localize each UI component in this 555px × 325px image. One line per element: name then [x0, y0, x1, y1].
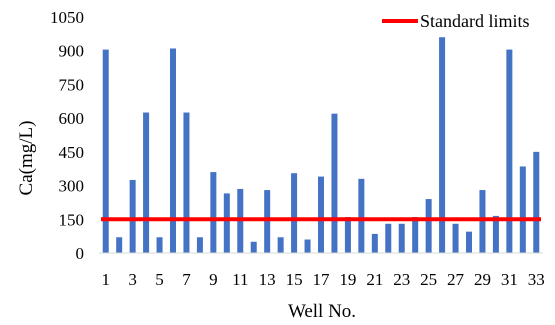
y-tick-label: 300 — [59, 177, 85, 196]
x-axis-ticks: 1 3 5 7 9 11 13 15 17 19 21 23 25 27 29 31 33 — [101, 270, 544, 289]
x-tick-label: 17 — [313, 270, 331, 289]
bar-well-14 — [277, 237, 284, 253]
x-tick-label: 15 — [286, 270, 303, 289]
y-tick-label: 450 — [59, 143, 85, 162]
x-tick-label: 19 — [339, 270, 356, 289]
bar-well-8 — [196, 237, 203, 253]
y-tick-label: 600 — [59, 109, 85, 128]
bar-well-9 — [210, 172, 217, 253]
x-tick-label: 27 — [447, 270, 465, 289]
bar-well-30 — [492, 215, 499, 253]
bar-well-16 — [304, 239, 311, 253]
bar-well-33 — [533, 151, 540, 253]
x-tick-label: 25 — [420, 270, 437, 289]
x-tick-label: 23 — [393, 270, 410, 289]
x-tick-label: 31 — [501, 270, 518, 289]
legend: Standard limits — [382, 11, 530, 31]
y-tick-label: 0 — [76, 244, 85, 263]
bar-well-27 — [452, 223, 459, 253]
bar-well-13 — [264, 190, 271, 253]
bar-well-29 — [479, 190, 486, 253]
y-tick-label: 900 — [59, 42, 85, 61]
x-tick-label: 9 — [209, 270, 218, 289]
bar-well-7 — [183, 112, 190, 254]
bar-well-19 — [344, 217, 351, 253]
x-tick-label: 21 — [366, 270, 383, 289]
bar-well-20 — [358, 178, 365, 253]
bar-well-15 — [291, 173, 298, 253]
bar-well-6 — [170, 48, 176, 253]
bar-well-1 — [102, 49, 109, 253]
bar-well-4 — [143, 112, 150, 254]
x-tick-label: 1 — [101, 270, 110, 289]
bar-well-12 — [250, 241, 257, 253]
x-axis-title: Well No. — [288, 301, 356, 322]
y-tick-label: 750 — [59, 75, 85, 94]
x-tick-label: 33 — [528, 270, 545, 289]
x-tick-label: 11 — [232, 270, 248, 289]
y-axis-ticks: 0 150 300 450 600 750 900 1050 — [50, 8, 84, 263]
bar-well-24 — [412, 217, 419, 253]
bar-well-18 — [331, 113, 338, 254]
x-tick-label: 5 — [155, 270, 164, 289]
bar-well-31 — [506, 49, 513, 253]
bars — [102, 37, 540, 254]
bar-well-10 — [223, 193, 230, 253]
y-axis-title: Ca(mg/L) — [16, 121, 37, 196]
bar-well-5 — [156, 237, 163, 253]
bar-well-17 — [318, 176, 324, 253]
legend-label-standard-limits: Standard limits — [420, 11, 530, 31]
bar-well-28 — [466, 231, 472, 253]
x-tick-label: 29 — [474, 270, 491, 289]
bar-well-21 — [371, 233, 378, 253]
bar-well-23 — [398, 223, 405, 253]
bar-well-26 — [439, 37, 446, 253]
bar-well-32 — [519, 166, 526, 253]
bar-well-2 — [116, 237, 123, 253]
bar-well-3 — [129, 179, 136, 253]
x-tick-label: 3 — [128, 270, 137, 289]
y-tick-label: 1050 — [50, 8, 84, 27]
y-tick-label: 150 — [59, 210, 85, 229]
bar-well-25 — [425, 199, 432, 253]
bar-well-22 — [385, 223, 392, 253]
x-tick-label: 13 — [259, 270, 276, 289]
x-tick-label: 7 — [182, 270, 191, 289]
